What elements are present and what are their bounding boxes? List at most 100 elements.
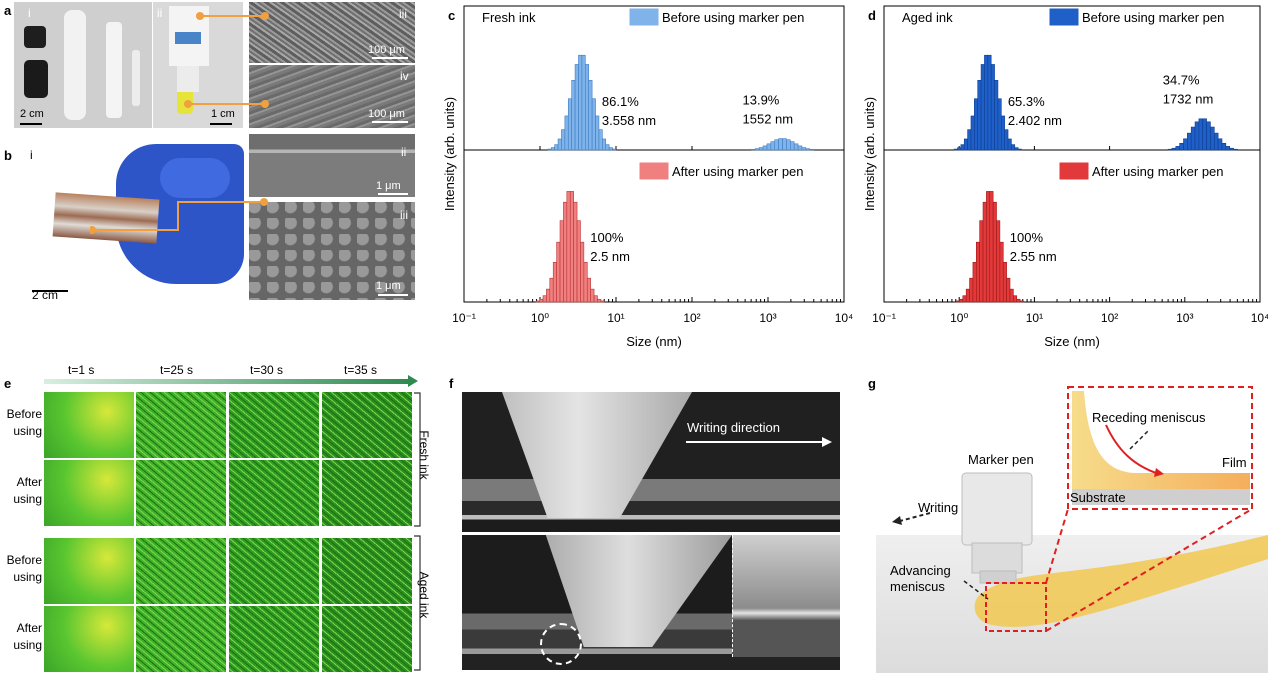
drying-image-tile	[44, 392, 134, 458]
panel-label-g: g	[868, 376, 876, 391]
drying-image-tile	[136, 392, 226, 458]
histogram-bar	[754, 148, 760, 151]
chart-aged-ink: 10⁻¹ 10⁰ 10¹ 10² 10³ 10⁴ Size (nm) Intensity (a…	[862, 5, 1268, 349]
histogram-bar	[972, 261, 977, 303]
histogram-bar	[1009, 288, 1014, 303]
marker-pen-label: Marker pen	[968, 452, 1034, 467]
histogram-bar	[996, 220, 1001, 303]
drying-image-tile	[322, 460, 412, 526]
panel-label-b: b	[4, 148, 12, 163]
scale-bar	[372, 121, 408, 123]
peak-percent-label: 86.1%	[602, 94, 639, 109]
x-tick-label: 10³	[759, 311, 776, 325]
drying-image-tile	[44, 460, 134, 526]
scale-b-iii: 1 μm	[376, 280, 401, 292]
group-label-fresh: Fresh ink	[417, 430, 431, 480]
scale-bar	[378, 193, 408, 195]
x-tick-label: 10²	[683, 311, 700, 325]
peak-percent-label: 100%	[590, 230, 624, 245]
histogram-bar	[1004, 129, 1009, 151]
histogram-bar	[797, 145, 803, 151]
histogram-bar	[584, 64, 590, 151]
peak-size-label: 2.5 nm	[590, 249, 630, 264]
histogram-bar	[766, 143, 772, 151]
x-tick-label: 10¹	[1026, 311, 1043, 325]
histogram-bar	[751, 149, 756, 151]
histogram-bar	[597, 298, 602, 303]
legend-label-after: After using marker pen	[672, 164, 804, 179]
panel-label-d: d	[868, 8, 876, 23]
sem-image-surface-grains	[249, 202, 415, 300]
histogram-bar	[770, 141, 776, 151]
peak-percent-label: 13.9%	[743, 92, 780, 107]
histogram-bar	[571, 79, 576, 151]
glove-holding-film-photo	[40, 132, 244, 300]
drying-image-tile	[322, 606, 412, 672]
histogram-bar	[1171, 147, 1177, 151]
writing-direction-label: Writing direction	[687, 420, 780, 435]
peak-percent-label: 34.7%	[1163, 72, 1200, 87]
arrow-head-icon	[408, 375, 418, 387]
histogram-bar	[586, 277, 591, 303]
connector-lines-a	[184, 12, 269, 108]
x-tick-label: 10⁻¹	[452, 311, 476, 325]
scale-a-i: 2 cm	[20, 108, 44, 120]
legend-swatch-before	[1049, 8, 1079, 26]
writing-label: Writing	[918, 500, 959, 515]
scale-bar	[378, 294, 408, 296]
scale-a-iii: 100 μm	[368, 44, 405, 56]
histogram-bar	[953, 148, 958, 151]
histogram-bar	[809, 149, 814, 151]
panel-label-a: a	[4, 3, 12, 18]
histogram-bar	[556, 241, 561, 303]
histogram-bar	[957, 147, 962, 151]
y-axis-label: Intensity (arb. units)	[442, 97, 457, 211]
sub-label-b-iii: iii	[400, 208, 408, 222]
histogram-bar	[1014, 147, 1019, 151]
histogram-bar	[963, 138, 968, 151]
histogram-bar	[581, 54, 586, 151]
histogram-bar	[550, 147, 555, 151]
sub-label-a-iii: iii	[399, 7, 407, 21]
histogram-bar	[554, 144, 559, 151]
histogram-bar	[1187, 132, 1192, 151]
x-axis-label: Size (nm)	[1044, 334, 1100, 349]
histogram-bar	[1016, 298, 1021, 303]
plot-frame	[463, 5, 845, 303]
histogram-bar	[1233, 148, 1238, 151]
histogram-bar	[552, 261, 557, 303]
histogram-bar	[1179, 142, 1184, 151]
histogram-bar	[999, 241, 1004, 303]
advancing-meniscus-label: Advancing meniscus	[890, 563, 951, 594]
histogram-bar	[793, 143, 799, 151]
receding-meniscus-label: Receding meniscus	[1092, 410, 1206, 425]
histogram-bar	[569, 191, 574, 303]
film-label: Film	[1222, 455, 1247, 470]
histogram-bar	[557, 138, 562, 151]
time-label-2: t=25 s	[160, 363, 194, 377]
drying-image-tile	[229, 606, 319, 672]
panel-label-e: e	[4, 376, 12, 391]
histogram-bar	[1221, 142, 1227, 151]
histogram-bar	[955, 300, 960, 303]
scale-b-ii: 1 μm	[376, 180, 401, 192]
histogram-bar	[1011, 144, 1016, 151]
histogram-bar	[1206, 121, 1211, 151]
histogram-bar	[580, 241, 585, 303]
scale-bar	[210, 123, 232, 125]
histogram-bar	[789, 141, 795, 151]
histogram-bar	[561, 129, 566, 151]
row-label-fresh-after: After using	[13, 475, 42, 506]
x-axis-label: Size (nm)	[626, 334, 682, 349]
histogram-bar	[1019, 300, 1024, 303]
histogram-bar	[997, 98, 1002, 151]
drying-image-tile	[322, 392, 412, 458]
histogram-bar	[535, 300, 540, 303]
group-label-aged: Aged ink	[417, 571, 431, 619]
histogram-bar	[1202, 118, 1207, 151]
histogram-bar	[970, 115, 975, 151]
drying-image-tile	[44, 538, 134, 604]
legend-label-after: After using marker pen	[1092, 164, 1224, 179]
drying-image-tile	[136, 538, 226, 604]
histogram-bar	[1194, 121, 1200, 151]
